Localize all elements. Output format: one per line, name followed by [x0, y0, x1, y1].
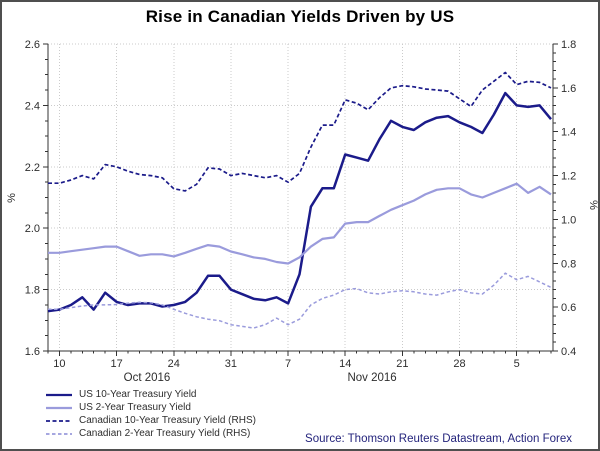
legend-item-canadian-2-year-treasury-yield-rhs: Canadian 2-Year Treasury Yield (RHS): [46, 427, 256, 440]
bottom-tick-label: 17: [110, 358, 122, 370]
data-series: [47, 71, 552, 329]
left-tick-label: 1.6: [25, 346, 40, 358]
legend-swatch: [46, 432, 72, 435]
left-axis-title: %: [6, 193, 18, 203]
legend-swatch: [46, 406, 72, 409]
series-line-us-2-year-treasury-yield: [48, 182, 552, 265]
month-label: Nov 2016: [347, 372, 396, 384]
legend-item-us-2-year-treasury-yield: US 2-Year Treasury Yield: [46, 401, 256, 414]
bottom-tick-label: 7: [285, 358, 291, 370]
bottom-tick-label: 24: [168, 358, 180, 370]
legend: US 10-Year Treasury Yield US 2-Year Treas…: [46, 388, 256, 440]
legend-swatch: [46, 393, 72, 396]
right-tick-label: 0.6: [561, 302, 576, 314]
left-tick-label: 1.8: [25, 285, 40, 297]
right-tick-label: 1.6: [561, 83, 576, 95]
right-tick-label: 1.4: [561, 127, 576, 139]
series-line-canadian-10-year-treasury-yield-rhs: [48, 71, 552, 192]
chart-title: Rise in Canadian Yields Driven by US: [145, 7, 455, 26]
legend-item-label: Canadian 10-Year Treasury Yield (RHS): [79, 415, 256, 426]
source-note: Source: Thomson Reuters Datastream, Acti…: [305, 433, 572, 445]
bottom-tick-label: 10: [53, 358, 65, 370]
left-tick-label: 2.4: [25, 100, 40, 112]
bottom-tick-label: 21: [396, 358, 408, 370]
legend-item-canadian-10-year-treasury-yield-rhs: Canadian 10-Year Treasury Yield (RHS): [46, 414, 256, 427]
month-label: Oct 2016: [124, 372, 171, 384]
right-tick-label: 1.0: [561, 214, 576, 226]
left-tick-label: 2.2: [25, 162, 40, 174]
legend-swatch: [46, 419, 72, 422]
axis-labels: 2.6 2.4 2.2 2.0 1.8 1.6 1.8 1.6 1.4 1.2 1.0 0.8 0.6 0…: [25, 39, 577, 384]
legend-item-label: Canadian 2-Year Treasury Yield (RHS): [79, 428, 251, 439]
left-tick-label: 2.0: [25, 223, 40, 235]
right-tick-label: 0.8: [561, 258, 576, 270]
series-line-canadian-2-year-treasury-yield-rhs: [48, 272, 552, 329]
right-tick-label: 1.2: [561, 171, 576, 183]
legend-item-us-10-year-treasury-yield: US 10-Year Treasury Yield: [46, 388, 256, 401]
bottom-tick-label: 31: [225, 358, 237, 370]
right-axis-title: %: [587, 200, 599, 210]
bottom-tick-label: 14: [339, 358, 351, 370]
legend-item-label: US 10-Year Treasury Yield: [79, 389, 197, 400]
left-tick-label: 2.6: [25, 39, 40, 51]
right-tick-label: 0.4: [561, 346, 576, 358]
axis-ticks: [43, 43, 558, 356]
bottom-tick-label: 28: [453, 358, 465, 370]
series-line-us-10-year-treasury-yield: [47, 91, 552, 313]
right-tick-label: 1.8: [561, 39, 576, 51]
bottom-tick-label: 5: [514, 358, 520, 370]
legend-item-label: US 2-Year Treasury Yield: [79, 402, 191, 413]
